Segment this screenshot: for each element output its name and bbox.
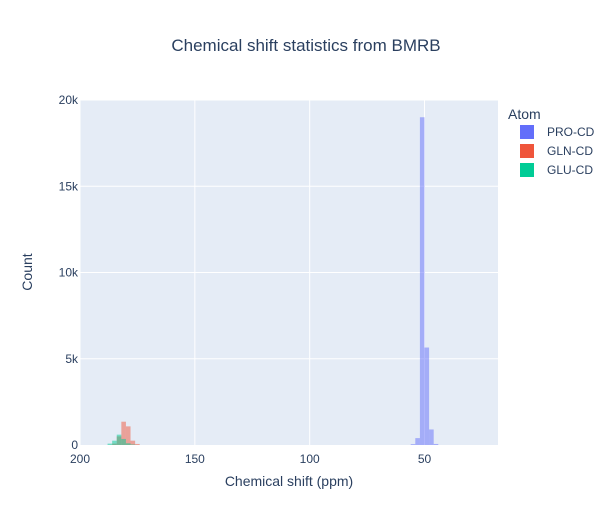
y-axis-title: Count — [19, 253, 35, 290]
legend-item-pro-cd[interactable]: PRO-CD — [520, 125, 595, 139]
legend-swatch — [520, 163, 534, 177]
bar-glu-cd[interactable] — [107, 443, 113, 445]
bars-layer — [107, 117, 439, 445]
y-tick-label: 5k — [65, 352, 79, 366]
legend: Atom PRO-CD GLN-CD GLU-CD — [508, 106, 595, 177]
x-axis-title: Chemical shift (ppm) — [225, 473, 353, 489]
bar-glu-cd[interactable] — [130, 444, 136, 445]
chart-title: Chemical shift statistics from BMRB — [171, 36, 440, 55]
legend-item-gln-cd[interactable]: GLN-CD — [520, 144, 593, 158]
bar-glu-cd[interactable] — [125, 443, 131, 445]
y-tick-label: 0 — [71, 438, 78, 452]
legend-label: GLU-CD — [547, 163, 593, 177]
bar-glu-cd[interactable] — [116, 434, 122, 445]
bar-gln-cd[interactable] — [130, 440, 136, 445]
bar-pro-cd[interactable] — [410, 444, 416, 445]
bar-pro-cd[interactable] — [415, 438, 420, 445]
y-axis-ticks: 0 5k 10k 15k 20k — [59, 93, 79, 452]
x-tick-label: 50 — [418, 452, 432, 466]
bar-gln-cd[interactable] — [125, 426, 131, 445]
legend-title: Atom — [508, 106, 541, 122]
legend-label: GLN-CD — [547, 144, 593, 158]
bar-pro-cd[interactable] — [429, 429, 434, 445]
y-tick-label: 20k — [59, 93, 79, 107]
legend-label: PRO-CD — [547, 125, 595, 139]
y-tick-label: 15k — [59, 179, 79, 193]
bar-gln-cd[interactable] — [135, 443, 140, 445]
legend-swatch — [520, 144, 534, 158]
x-tick-label: 200 — [70, 452, 90, 466]
y-tick-label: 10k — [59, 266, 79, 280]
bar-gln-cd[interactable] — [121, 421, 126, 445]
bar-pro-cd[interactable] — [433, 443, 439, 445]
x-axis-ticks: 200 150 100 50 — [70, 452, 432, 466]
bar-pro-cd[interactable] — [424, 347, 430, 445]
x-tick-label: 100 — [300, 452, 320, 466]
legend-item-glu-cd[interactable]: GLU-CD — [520, 163, 593, 177]
bar-glu-cd[interactable] — [112, 440, 117, 445]
bar-pro-cd[interactable] — [419, 117, 425, 445]
legend-swatch — [520, 125, 534, 139]
bar-glu-cd[interactable] — [121, 438, 126, 445]
x-tick-label: 150 — [185, 452, 205, 466]
